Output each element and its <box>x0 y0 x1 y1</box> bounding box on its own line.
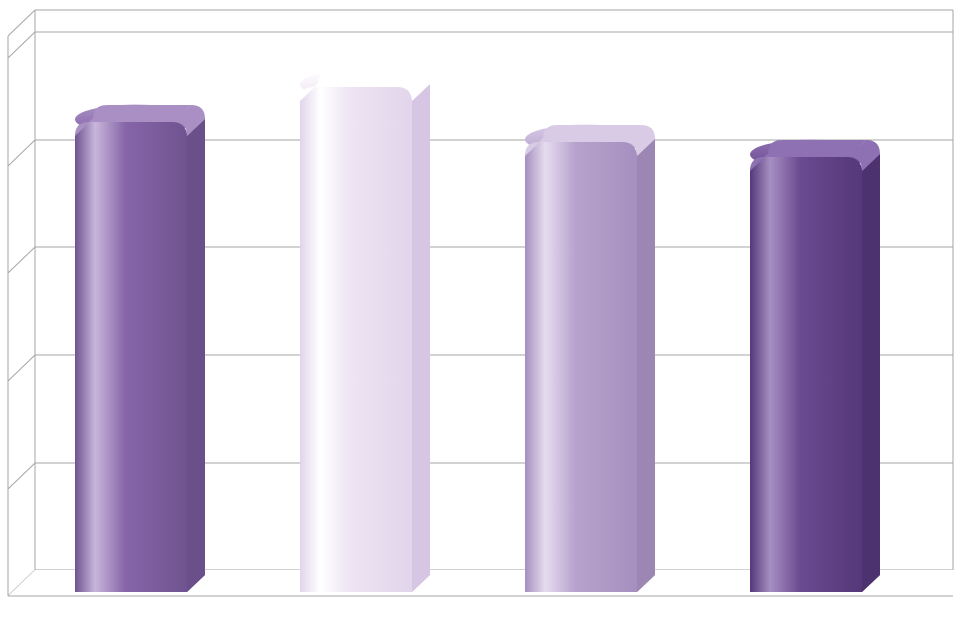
bar-chart-3d <box>0 0 960 638</box>
chart-frame <box>0 0 960 638</box>
